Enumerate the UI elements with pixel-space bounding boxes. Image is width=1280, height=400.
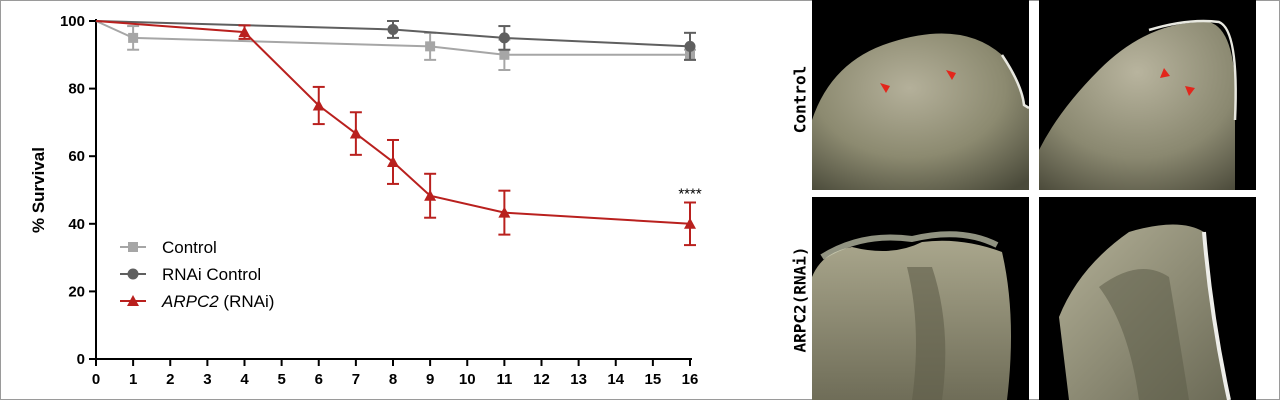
x-tick-label: 14 <box>607 371 624 388</box>
legend-label: ARPC2 (RNAi) <box>161 292 274 311</box>
data-point-triangle <box>498 206 511 218</box>
y-tick-label: 100 <box>60 13 85 30</box>
x-tick-label: 15 <box>645 371 662 388</box>
data-point-triangle <box>424 189 437 201</box>
y-axis-label: % Survival <box>29 147 48 233</box>
x-tick-label: 2 <box>166 371 174 388</box>
legend-item: ARPC2 (RNAi) <box>120 292 274 311</box>
data-point-circle <box>498 32 510 44</box>
x-tick-label: 3 <box>203 371 211 388</box>
arpc2-rnai-image-2 <box>1039 197 1256 400</box>
x-tick-label: 0 <box>92 371 100 388</box>
x-tick-label: 7 <box>352 371 360 388</box>
x-tick-label: 9 <box>426 371 434 388</box>
row-label-control: Control <box>790 65 810 134</box>
data-point-square <box>128 242 138 252</box>
y-tick-label: 80 <box>68 81 85 98</box>
arrowhead-icon <box>1185 86 1195 96</box>
x-tick-label: 4 <box>240 371 249 388</box>
y-tick-label: 40 <box>68 216 85 233</box>
control-image-1 <box>812 0 1029 190</box>
x-tick-label: 13 <box>570 371 587 388</box>
legend-item: Control <box>120 238 217 257</box>
arpc2-rnai-image-1 <box>812 197 1029 400</box>
data-point-triangle <box>349 127 362 139</box>
data-point-square <box>128 32 139 43</box>
x-tick-label: 1 <box>129 371 137 388</box>
row-label-arpc2-rnai: ARPC2(RNAi) <box>790 246 810 353</box>
series-arpc2-rnai- <box>95 20 696 247</box>
data-point-triangle <box>312 99 325 111</box>
chart-annotations: **** <box>678 185 702 202</box>
legend-label-italic: ARPC2 <box>161 292 219 311</box>
data-point-square <box>499 49 510 60</box>
x-tick-label: 12 <box>533 371 550 388</box>
arrowhead-icon <box>880 83 890 93</box>
data-point-triangle <box>387 155 399 167</box>
data-point-square <box>425 41 436 52</box>
legend-item: RNAi Control <box>120 265 261 284</box>
x-tick-label: 6 <box>315 371 323 388</box>
legend-label-text: (RNAi) <box>219 292 275 311</box>
data-point-circle <box>387 23 399 35</box>
legend-label: RNAi Control <box>162 265 261 284</box>
series-line <box>95 20 691 225</box>
data-point-circle <box>127 268 139 280</box>
data-point-circle <box>684 40 696 52</box>
arrowhead-icon <box>946 70 956 80</box>
chart-series-layer <box>95 20 696 247</box>
x-tick-label: 8 <box>389 371 397 388</box>
data-point-triangle <box>238 26 251 38</box>
control-image-2 <box>1039 0 1256 190</box>
x-tick-label: 5 <box>277 371 285 388</box>
data-point-triangle <box>127 295 139 306</box>
x-tick-label: 11 <box>496 371 512 388</box>
legend-label-text: RNAi Control <box>162 265 261 284</box>
chart-legend: Control RNAi Control ARPC2 (RNAi) <box>120 238 274 311</box>
data-point-triangle <box>684 217 696 229</box>
legend-label: Control <box>162 238 217 257</box>
legend-label-text: Control <box>162 238 217 257</box>
y-tick-label: 20 <box>68 283 85 300</box>
y-tick-label: 60 <box>68 148 85 165</box>
x-tick-label: 10 <box>459 371 476 388</box>
significance-annotation: **** <box>678 185 702 202</box>
y-tick-label: 0 <box>77 351 85 368</box>
x-tick-label: 16 <box>682 371 699 388</box>
arrowhead-icon <box>1160 68 1170 78</box>
